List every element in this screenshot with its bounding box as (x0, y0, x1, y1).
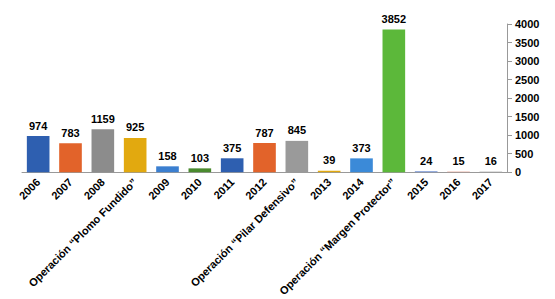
svg-text:500: 500 (515, 148, 533, 160)
svg-text:2000: 2000 (515, 92, 539, 104)
svg-text:373: 373 (352, 142, 370, 154)
svg-text:2010: 2010 (178, 176, 204, 202)
svg-text:925: 925 (126, 121, 144, 133)
svg-text:2015: 2015 (405, 176, 431, 202)
svg-text:0: 0 (515, 166, 521, 178)
svg-text:39: 39 (323, 154, 335, 166)
svg-text:2016: 2016 (437, 176, 463, 202)
svg-text:3000: 3000 (515, 55, 539, 67)
svg-text:2014: 2014 (340, 175, 366, 201)
svg-text:2006: 2006 (17, 176, 43, 202)
svg-text:2017: 2017 (469, 176, 495, 202)
svg-text:2012: 2012 (243, 176, 269, 202)
svg-text:103: 103 (191, 152, 209, 164)
svg-text:Operación “Margen Protector”: Operación “Margen Protector” (277, 176, 398, 297)
svg-text:2009: 2009 (146, 176, 172, 202)
svg-text:2011: 2011 (211, 176, 236, 201)
svg-text:1500: 1500 (515, 111, 539, 123)
svg-text:4000: 4000 (515, 18, 539, 30)
svg-text:2013: 2013 (308, 176, 334, 202)
svg-text:1159: 1159 (91, 113, 115, 125)
svg-text:Operación “Plomo Fundido”: Operación “Plomo Fundido” (26, 176, 139, 289)
svg-text:3852: 3852 (382, 13, 406, 25)
svg-text:158: 158 (158, 150, 176, 162)
svg-text:24: 24 (420, 155, 433, 167)
svg-text:2008: 2008 (81, 176, 107, 202)
svg-text:845: 845 (288, 124, 306, 136)
svg-text:15: 15 (452, 155, 464, 167)
svg-text:974: 974 (29, 120, 48, 132)
svg-text:1000: 1000 (515, 129, 539, 141)
svg-text:2500: 2500 (515, 74, 539, 86)
svg-text:Operación “Pilar Defensivo”: Operación “Pilar Defensivo” (188, 176, 301, 289)
svg-text:3500: 3500 (515, 37, 539, 49)
svg-text:2007: 2007 (49, 176, 75, 202)
svg-text:787: 787 (255, 127, 273, 139)
svg-text:783: 783 (61, 127, 79, 139)
svg-text:16: 16 (485, 155, 497, 167)
svg-text:375: 375 (223, 142, 241, 154)
